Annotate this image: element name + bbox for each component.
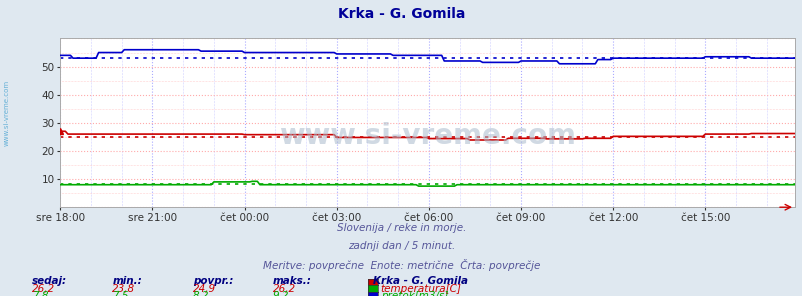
- Text: temperatura[C]: temperatura[C]: [380, 284, 461, 294]
- Text: 7,5: 7,5: [112, 291, 129, 296]
- Text: 9,2: 9,2: [273, 291, 290, 296]
- Text: min.:: min.:: [112, 276, 142, 286]
- Text: povpr.:: povpr.:: [192, 276, 233, 286]
- Text: maks.:: maks.:: [273, 276, 311, 286]
- Text: www.si-vreme.com: www.si-vreme.com: [279, 122, 575, 150]
- Text: 26,2: 26,2: [32, 284, 55, 294]
- Text: www.si-vreme.com: www.si-vreme.com: [3, 79, 10, 146]
- Text: 23,8: 23,8: [112, 284, 136, 294]
- Text: sedaj:: sedaj:: [32, 276, 67, 286]
- Text: Meritve: povprečne  Enote: metrične  Črta: povprečje: Meritve: povprečne Enote: metrične Črta:…: [262, 259, 540, 271]
- Text: 24,9: 24,9: [192, 284, 216, 294]
- Text: Krka - G. Gomila: Krka - G. Gomila: [373, 276, 468, 286]
- Text: Slovenija / reke in morje.: Slovenija / reke in morje.: [336, 223, 466, 234]
- Text: 8,2: 8,2: [192, 291, 209, 296]
- Text: 7,8: 7,8: [32, 291, 49, 296]
- Text: pretok[m3/s]: pretok[m3/s]: [380, 291, 448, 296]
- Text: Krka - G. Gomila: Krka - G. Gomila: [338, 7, 464, 21]
- Text: zadnji dan / 5 minut.: zadnji dan / 5 minut.: [347, 241, 455, 251]
- Text: 26,2: 26,2: [273, 284, 296, 294]
